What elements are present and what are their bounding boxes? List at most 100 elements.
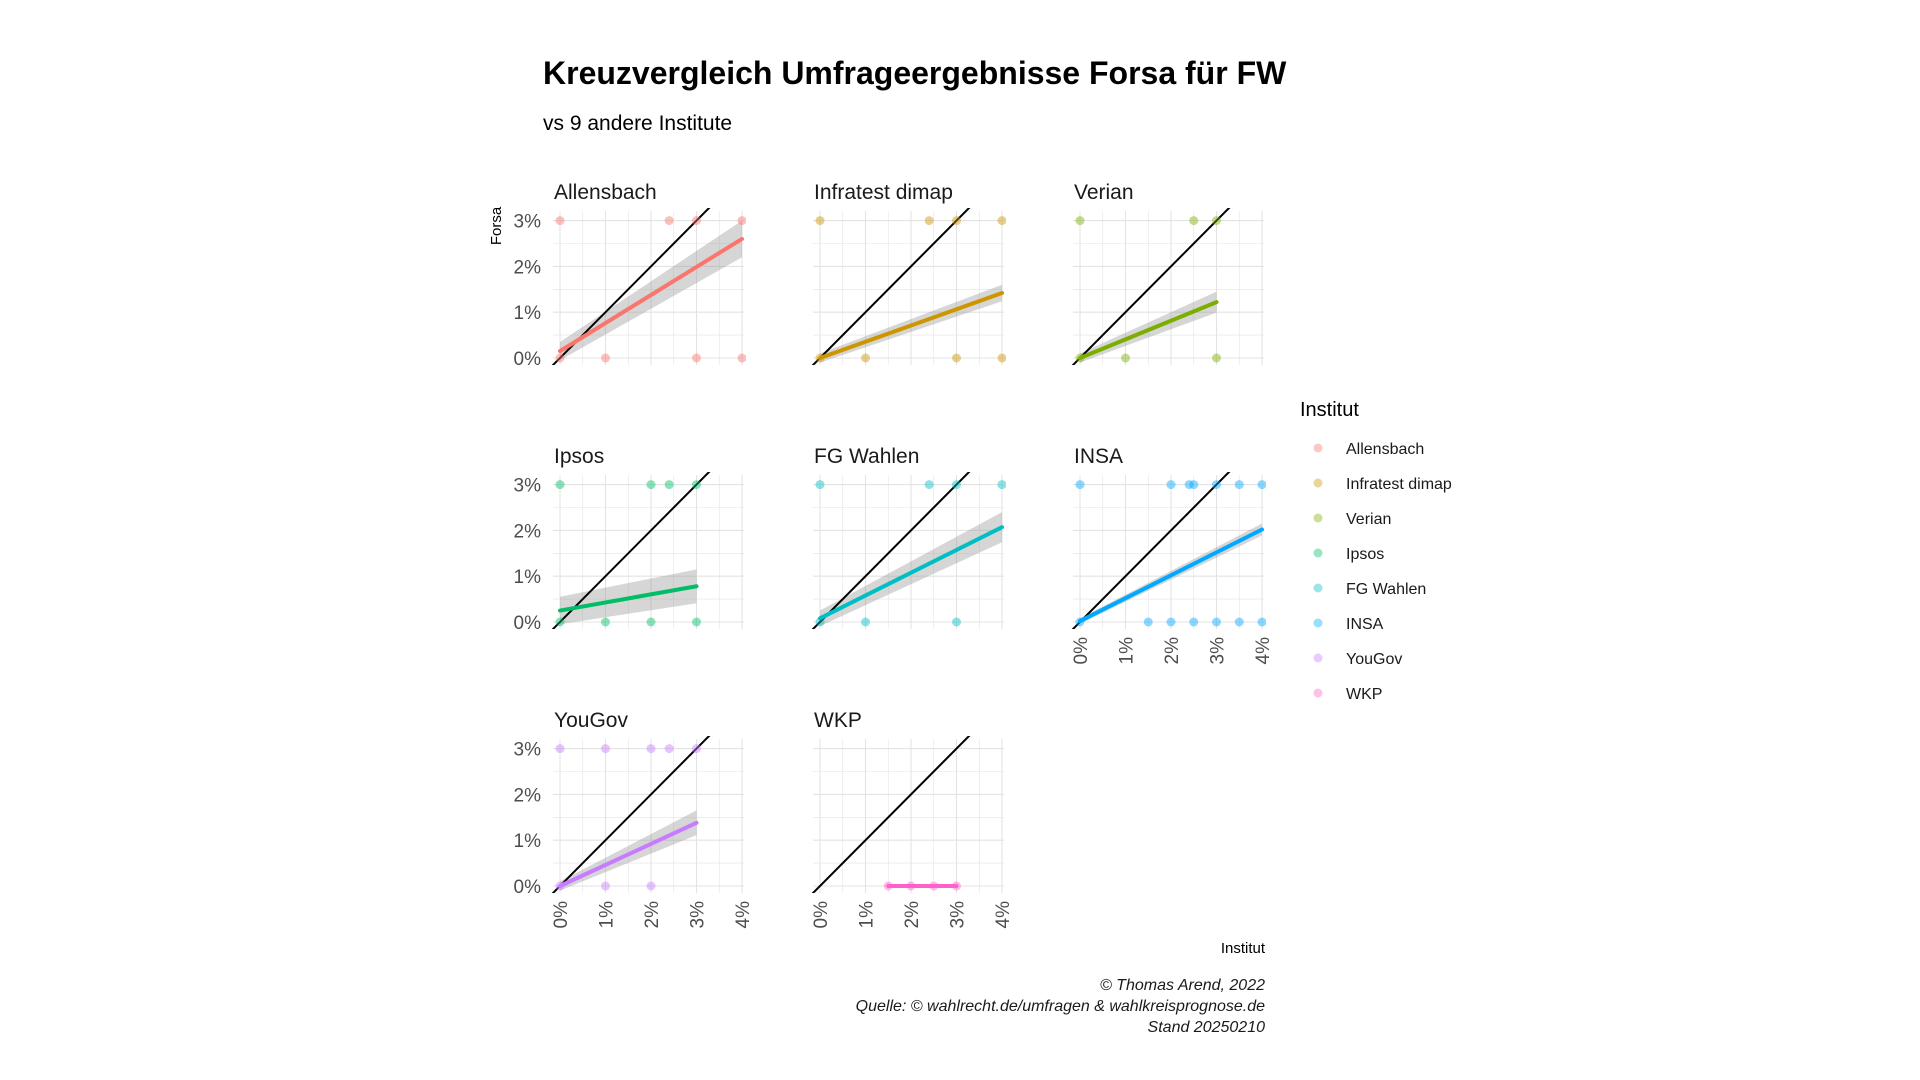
caption-line: Quelle: © wahlrecht.de/umfragen & wahlkr… bbox=[856, 998, 1265, 1015]
panel-plot-area bbox=[811, 736, 971, 893]
panel-title: Infratest dimap bbox=[814, 181, 953, 204]
data-point bbox=[997, 353, 1006, 363]
x-tick-label: 3% bbox=[948, 901, 969, 929]
legend-item-verian: Verian bbox=[1313, 511, 1391, 528]
x-tick-label: 2% bbox=[902, 901, 923, 929]
panel-ipsos: Ipsos 0% 1% 2% 3% bbox=[514, 445, 744, 634]
legend-key bbox=[1313, 478, 1323, 488]
data-point bbox=[601, 353, 610, 363]
data-point bbox=[1257, 480, 1266, 490]
panel-plot-area bbox=[551, 472, 711, 629]
chart-title: Kreuzvergleich Umfrageergebnisse Forsa f… bbox=[543, 55, 1287, 91]
data-point bbox=[555, 744, 565, 754]
data-point bbox=[664, 216, 674, 226]
panel-allensbach: Allensbach 0% 1% 2% 3% bbox=[514, 181, 746, 370]
legend-key bbox=[1313, 618, 1323, 628]
x-tick-label: 0% bbox=[811, 901, 832, 929]
regression-line bbox=[558, 584, 699, 613]
panel-title: Ipsos bbox=[554, 445, 604, 468]
panel-wkp: WKP 0% 1% 2% 3% 4% bbox=[811, 709, 1014, 929]
facet-panels: Allensbach 0% 1% 2% 3% Infratest dimap Verian I… bbox=[514, 181, 1274, 929]
panel-plot-area bbox=[551, 736, 711, 893]
regression-line bbox=[818, 525, 1004, 621]
legend-item-ipsos: Ipsos bbox=[1313, 546, 1384, 563]
y-axis-label: Forsa bbox=[488, 206, 505, 245]
x-tick-label: 1% bbox=[857, 901, 878, 929]
data-point bbox=[1189, 480, 1199, 490]
legend-label: Verian bbox=[1346, 511, 1391, 528]
y-tick-label: 0% bbox=[514, 613, 542, 634]
y-tick-label: 2% bbox=[514, 257, 542, 278]
regression-line bbox=[558, 236, 744, 354]
data-point bbox=[555, 617, 565, 627]
legend-key bbox=[1313, 653, 1323, 663]
legend: Allensbach Infratest dimap Verian Ipsos FG W… bbox=[1313, 441, 1452, 703]
x-tick-label: 4% bbox=[733, 901, 754, 929]
panel-plot-area bbox=[1071, 472, 1266, 629]
x-tick-label: 2% bbox=[1162, 637, 1183, 665]
data-point bbox=[1075, 216, 1085, 226]
x-tick-label: 0% bbox=[551, 901, 572, 929]
data-point bbox=[692, 744, 701, 754]
y-tick-label: 0% bbox=[514, 349, 542, 370]
legend-key bbox=[1313, 688, 1323, 698]
data-point bbox=[952, 353, 961, 363]
panel-grid bbox=[553, 739, 744, 893]
data-point bbox=[1189, 617, 1199, 627]
y-tick-label: 0% bbox=[514, 877, 542, 898]
legend-item-allensbach: Allensbach bbox=[1313, 441, 1424, 458]
data-point bbox=[952, 216, 961, 226]
panel-title: YouGov bbox=[554, 709, 628, 732]
data-point bbox=[1143, 617, 1153, 627]
identity-line bbox=[811, 208, 971, 365]
legend-label: Allensbach bbox=[1346, 441, 1424, 458]
legend-item-yougov: YouGov bbox=[1313, 651, 1402, 668]
panel-fg-wahlen: FG Wahlen bbox=[811, 445, 1006, 629]
legend-label: Ipsos bbox=[1346, 546, 1384, 563]
y-tick-label: 1% bbox=[514, 831, 542, 852]
panel-grid bbox=[1073, 211, 1264, 365]
y-tick-label: 3% bbox=[514, 740, 542, 761]
data-point bbox=[861, 617, 870, 627]
data-point bbox=[646, 881, 656, 891]
data-point bbox=[1166, 617, 1176, 627]
data-point bbox=[555, 480, 565, 490]
panel-grid bbox=[813, 739, 1004, 893]
legend-label: FG Wahlen bbox=[1346, 581, 1426, 598]
data-point bbox=[646, 480, 656, 490]
x-tick-label: 2% bbox=[642, 901, 663, 929]
identity-line bbox=[1071, 208, 1231, 365]
panel-insa: INSA 0% 1% 2% 3% 4% bbox=[1071, 445, 1274, 665]
identity-line bbox=[811, 736, 971, 893]
data-point bbox=[692, 480, 701, 490]
legend-title: Institut bbox=[1300, 399, 1359, 421]
y-tick-label: 1% bbox=[514, 567, 542, 588]
data-point bbox=[997, 216, 1006, 226]
caption-line: Stand 20250210 bbox=[1148, 1019, 1266, 1036]
data-point bbox=[1212, 216, 1221, 226]
regression-line bbox=[558, 820, 699, 888]
data-point bbox=[1234, 617, 1244, 627]
data-point bbox=[1212, 480, 1221, 490]
panel-verian: Verian bbox=[1071, 181, 1264, 365]
panel-grid bbox=[1073, 475, 1264, 629]
panel-plot-area bbox=[811, 472, 1006, 629]
panel-title: Verian bbox=[1074, 181, 1134, 204]
data-point bbox=[1234, 480, 1244, 490]
legend-key bbox=[1313, 513, 1323, 523]
legend-label: YouGov bbox=[1346, 651, 1402, 668]
data-point bbox=[664, 744, 674, 754]
panel-plot-area bbox=[811, 208, 1006, 365]
identity-line bbox=[811, 472, 971, 629]
caption: © Thomas Arend, 2022 Quelle: © wahlrecht.… bbox=[856, 977, 1265, 1036]
panel-title: FG Wahlen bbox=[814, 445, 919, 468]
panel-grid bbox=[813, 211, 1004, 365]
data-point bbox=[601, 744, 610, 754]
data-point bbox=[1184, 480, 1194, 490]
panel-title: WKP bbox=[814, 709, 862, 732]
x-tick-label: 4% bbox=[993, 901, 1014, 929]
panel-plot-area bbox=[551, 208, 746, 365]
panel-title: Allensbach bbox=[554, 181, 657, 204]
data-point bbox=[924, 216, 934, 226]
